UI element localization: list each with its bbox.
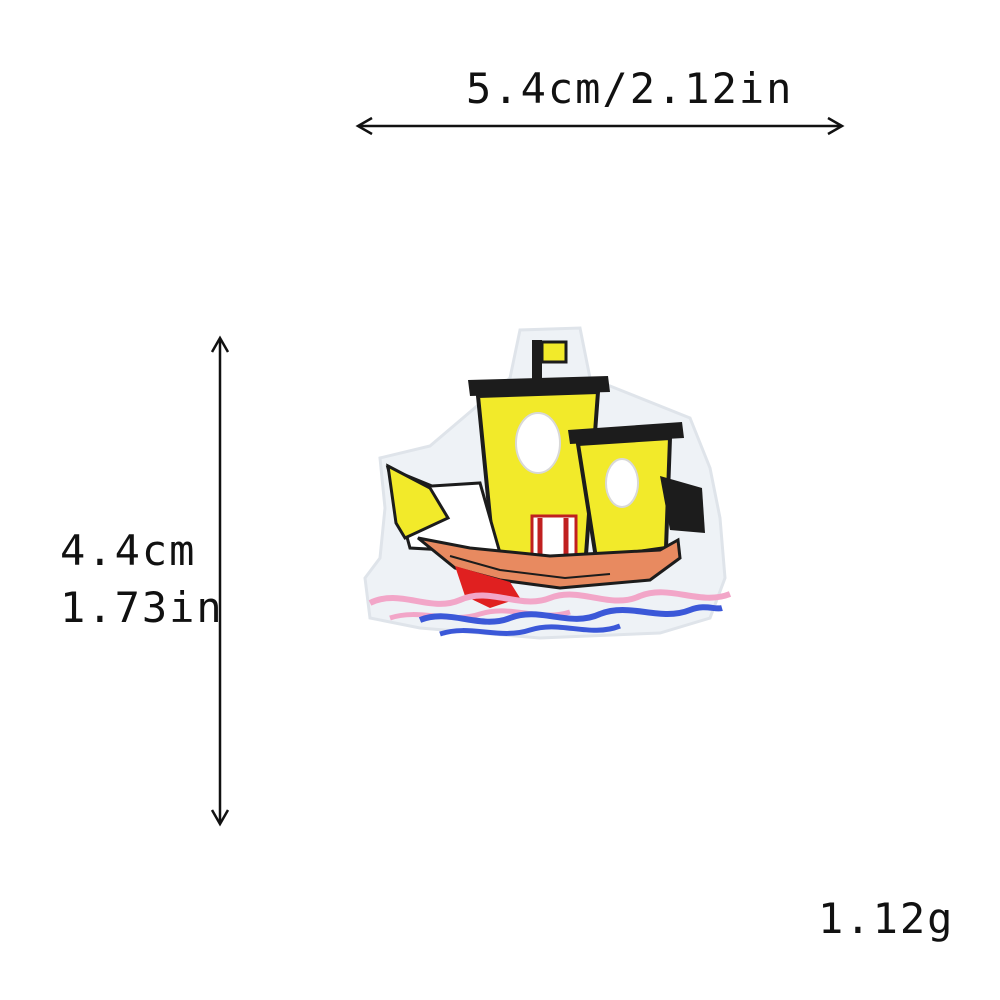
height-cm-label: 4.4cm [60, 526, 197, 575]
height-arrow [210, 335, 230, 827]
height-in-label: 1.73in [60, 583, 224, 632]
sailing-ship-patch-icon [363, 326, 732, 640]
weight-label: 1.12g [818, 894, 955, 943]
width-arrow [355, 116, 845, 136]
width-dimension-label: 5.4cm/2.12in [466, 64, 794, 113]
